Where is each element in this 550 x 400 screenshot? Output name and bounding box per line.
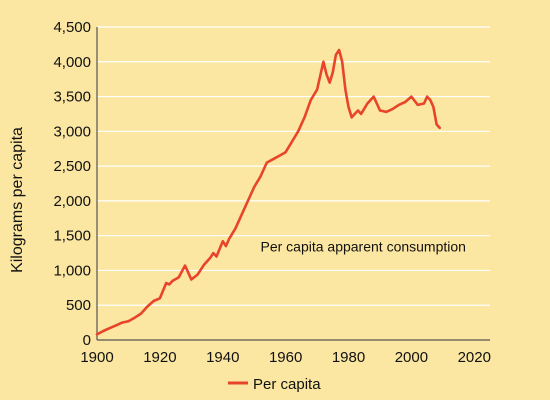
y-tick-label: 1,000 [53, 262, 91, 279]
y-tick-label: 3,500 [53, 89, 91, 106]
x-tick-label: 2020 [458, 349, 491, 366]
chart-annotation: Per capita apparent consumption [260, 239, 465, 255]
y-tick-label: 4,000 [53, 54, 91, 71]
series-line-per-capita [95, 48, 442, 336]
gridlines [96, 26, 490, 341]
x-tick-label: 1980 [332, 349, 365, 366]
y-tick-label: 500 [66, 297, 91, 314]
x-tick-label: 1960 [269, 349, 302, 366]
y-tick-label: 1,500 [53, 228, 91, 245]
y-tick-label: 0 [83, 332, 91, 349]
y-axis-label: Kilograms per capita [9, 127, 26, 273]
series-layer [95, 48, 442, 336]
y-tick-label: 2,000 [53, 193, 91, 210]
y-tick-label: 4,500 [53, 19, 91, 36]
tick-labels: 0 500 1,000 1,500 2,000 2,500 3,000 3,500 4,000 4… [53, 19, 491, 366]
x-tick-label: 1900 [80, 349, 113, 366]
x-tick-label: 1940 [206, 349, 239, 366]
legend-label-per-capita: Per capita [253, 376, 321, 393]
x-tick-label: 1920 [143, 349, 176, 366]
y-tick-label: 3,000 [53, 123, 91, 140]
y-tick-label: 2,500 [53, 158, 91, 175]
x-tick-label: 2000 [395, 349, 428, 366]
legend: Per capita [228, 376, 321, 393]
